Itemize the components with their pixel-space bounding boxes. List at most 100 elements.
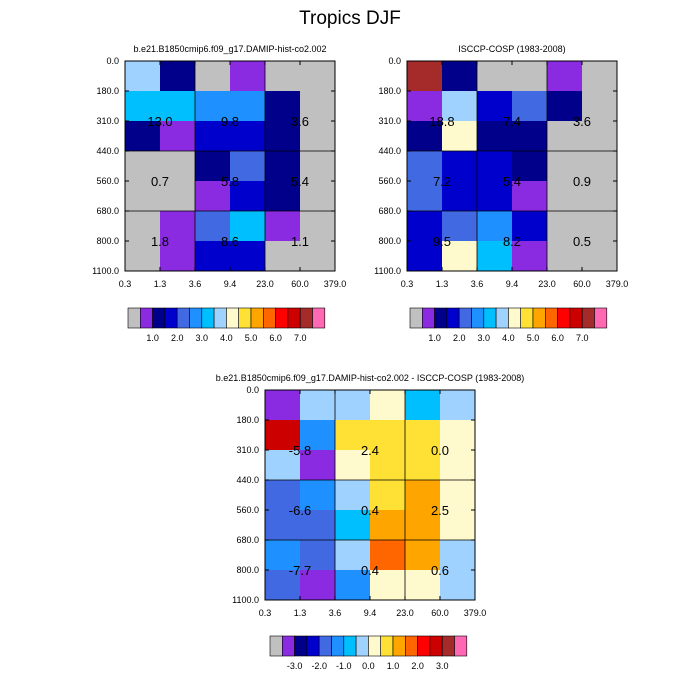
colorbar-swatch xyxy=(299,307,313,329)
heatmap-cell xyxy=(265,181,301,212)
heatmap-cell xyxy=(512,61,548,92)
heatmap-cell xyxy=(582,121,618,152)
heatmap-cell xyxy=(440,510,476,541)
value-label: 0.7 xyxy=(151,174,169,189)
heatmap-cell xyxy=(300,211,336,242)
y-tick-label: 440.0 xyxy=(96,146,119,156)
heatmap-cell xyxy=(265,151,301,182)
heatmap-cell xyxy=(265,211,301,242)
colorbar-swatch xyxy=(569,307,583,329)
heatmap-cell xyxy=(442,211,478,242)
value-label: 5.4 xyxy=(503,174,521,189)
value-label: 13.0 xyxy=(147,114,172,129)
y-tick-label: 310.0 xyxy=(96,116,119,126)
colorbar-swatch xyxy=(483,307,497,329)
x-tick-label: 60.0 xyxy=(573,279,591,289)
heatmap-cell xyxy=(477,181,513,212)
heatmap-cell xyxy=(442,151,478,182)
heatmap-cell xyxy=(195,211,231,242)
heatmap-cell xyxy=(230,91,266,122)
heatmap-cell xyxy=(582,91,618,122)
colorbar-swatch xyxy=(275,307,289,329)
colorbar-label: 2.0 xyxy=(453,333,466,343)
heatmap-cell xyxy=(370,540,406,571)
heatmap-cell xyxy=(407,151,443,182)
x-tick-label: 1.3 xyxy=(154,279,167,289)
colorbar-swatch xyxy=(404,635,418,657)
colorbar-label: 0.0 xyxy=(362,661,375,671)
heatmap-cell xyxy=(405,540,441,571)
value-label: 0.6 xyxy=(431,563,449,578)
x-tick-label: 3.6 xyxy=(471,279,484,289)
heatmap-cell xyxy=(407,61,443,92)
heatmap-cell xyxy=(125,61,161,92)
heatmap-cell xyxy=(300,480,336,511)
heatmap-cell xyxy=(335,450,371,481)
value-label: 1.1 xyxy=(291,234,309,249)
heatmap-cell xyxy=(442,121,478,152)
y-tick-label: 1100.0 xyxy=(374,266,401,276)
heatmap-cell xyxy=(195,181,231,212)
colorbar-label: 2.0 xyxy=(171,333,184,343)
y-tick-label: 180.0 xyxy=(378,86,401,96)
value-label: 5.4 xyxy=(291,174,309,189)
value-label: 7.2 xyxy=(433,174,451,189)
panel-1: 0.3 1.3 3.6 9.4 23.0 60.0 379.0 0.0 180.0 310.0 44… xyxy=(92,44,346,343)
colorbar-label: 5.0 xyxy=(245,333,258,343)
value-label: 0.4 xyxy=(361,563,379,578)
y-tick-label: 560.0 xyxy=(236,505,259,515)
heatmap-cell xyxy=(195,121,231,152)
heatmap-cell xyxy=(300,510,336,541)
heatmap-cell xyxy=(407,91,443,122)
x-tick-label: 1.3 xyxy=(294,608,307,618)
colorbar-label: 3.0 xyxy=(436,661,449,671)
heatmap-cell xyxy=(160,121,196,152)
colorbar-swatch xyxy=(495,307,509,329)
y-tick-label: 310.0 xyxy=(378,116,401,126)
heatmap-cell xyxy=(440,570,476,601)
y-tick-label: 1100.0 xyxy=(92,266,119,276)
value-label: 9.8 xyxy=(221,114,239,129)
heatmap-cell xyxy=(440,420,476,451)
heatmap-cell xyxy=(547,91,583,122)
heatmap-cell xyxy=(370,480,406,511)
value-label: 5.8 xyxy=(221,174,239,189)
colorbar-swatch xyxy=(594,307,608,329)
heatmap-cell xyxy=(335,480,371,511)
heatmap-cell xyxy=(160,181,196,212)
heatmap-cell xyxy=(442,61,478,92)
y-tick-label: 1100.0 xyxy=(232,595,259,605)
value-label: 0.9 xyxy=(573,174,591,189)
heatmap-cell xyxy=(230,181,266,212)
heatmap-cell xyxy=(477,241,513,272)
heatmap-cell xyxy=(265,241,301,272)
heatmap-cell xyxy=(125,151,161,182)
y-tick-label: 440.0 xyxy=(378,146,401,156)
heatmap-cell xyxy=(405,450,441,481)
heatmap-cell xyxy=(407,181,443,212)
colorbar-swatch xyxy=(454,635,468,657)
value-label: 18.8 xyxy=(429,114,454,129)
heatmap-cell xyxy=(230,61,266,92)
heatmap-cell xyxy=(582,181,618,212)
x-tick-label: 0.3 xyxy=(259,608,272,618)
heatmap-cell xyxy=(265,420,301,451)
heatmap-cell xyxy=(125,121,161,152)
heatmap-cell xyxy=(300,540,336,571)
colorbar-label: 7.0 xyxy=(576,333,589,343)
heatmap-cell xyxy=(370,510,406,541)
colorbar-swatch xyxy=(458,307,472,329)
x-tick-label: 23.0 xyxy=(396,608,414,618)
x-tick-label: 379.0 xyxy=(606,279,629,289)
heatmap-cell xyxy=(405,390,441,421)
colorbar-swatch xyxy=(392,635,406,657)
y-tick-label: 0.0 xyxy=(246,385,259,395)
heatmap-cell xyxy=(407,211,443,242)
colorbar-swatch xyxy=(213,307,227,329)
heatmap-cell xyxy=(300,91,336,122)
colorbar-swatch xyxy=(520,307,534,329)
heatmap-cell xyxy=(477,211,513,242)
colorbar-label: 6.0 xyxy=(551,333,564,343)
colorbar-swatch xyxy=(581,307,595,329)
